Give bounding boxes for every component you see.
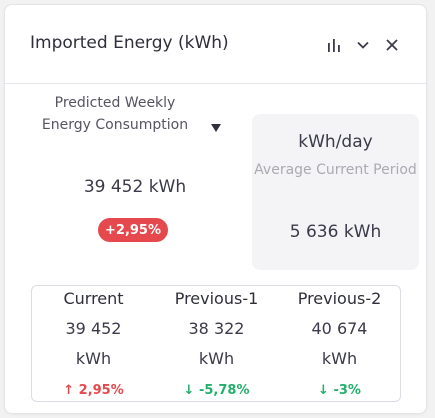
period-comparison-table: Current 39 452 kWh ↑ 2,95% Previous-1 38… xyxy=(31,285,401,402)
period-change: ↓ -3% xyxy=(278,383,401,398)
period-change-value: -5,78% xyxy=(198,383,250,398)
period-value: 40 674 xyxy=(311,319,368,338)
period-change: ↓ -5,78% xyxy=(155,383,278,398)
predicted-consumption-label: Predicted Weekly Energy Consumption xyxy=(41,95,189,133)
period-unit: kWh xyxy=(321,349,358,368)
arrow-down-icon: ↓ xyxy=(318,383,329,398)
period-change-value: 2,95% xyxy=(78,383,124,398)
period-unit: kWh xyxy=(75,349,112,368)
average-unit: kWh/day xyxy=(298,132,373,152)
imported-energy-widget: Imported Energy (kWh) Predicted Weekly E… xyxy=(4,4,427,414)
period-name: Previous-1 xyxy=(174,289,259,308)
average-label: Average Current Period xyxy=(254,162,417,178)
period-column-current: Current 39 452 kWh ↑ 2,95% xyxy=(32,286,155,401)
period-change-value: -3% xyxy=(333,383,361,398)
period-unit: kWh xyxy=(198,349,235,368)
widget-header: Imported Energy (kWh) xyxy=(5,5,426,84)
caret-down-icon[interactable] xyxy=(210,119,224,133)
arrow-up-icon: ↑ xyxy=(63,383,75,398)
period-name: Previous-2 xyxy=(297,289,382,308)
arrow-down-icon: ↓ xyxy=(183,383,195,398)
period-change: ↑ 2,95% xyxy=(32,383,155,398)
average-value: 5 636 kWh xyxy=(289,222,382,242)
period-column-previous-2: Previous-2 40 674 kWh ↓ -3% xyxy=(278,286,401,401)
period-value: 39 452 xyxy=(65,319,122,338)
average-panel: kWh/day Average Current Period 5 636 kWh xyxy=(252,114,419,270)
widget-title: Imported Energy (kWh) xyxy=(30,33,229,53)
predicted-consumption-value: 39 452 kWh xyxy=(83,177,187,197)
close-icon[interactable] xyxy=(382,35,402,55)
period-column-previous-1: Previous-1 38 322 kWh ↓ -5,78% xyxy=(155,286,278,401)
chevron-down-icon[interactable] xyxy=(353,35,373,55)
period-value: 38 322 xyxy=(188,319,245,338)
predicted-change-badge: +2,95% xyxy=(98,218,168,242)
period-name: Current xyxy=(63,289,124,308)
bar-chart-icon[interactable] xyxy=(324,35,344,55)
